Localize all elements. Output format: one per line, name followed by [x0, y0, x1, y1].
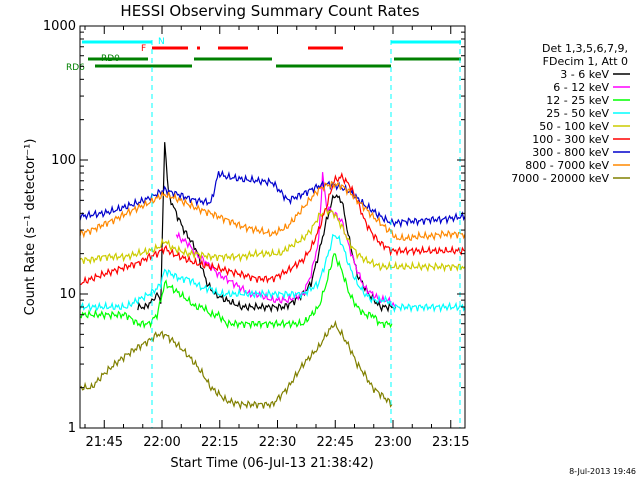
x-tick-label: 23:15	[432, 435, 469, 450]
flag-label-rd6: RD6	[66, 63, 85, 73]
legend-header: FDecim 1, Att 0	[543, 55, 628, 68]
legend-label: 7000 - 20000 keV	[511, 172, 609, 185]
x-tick-label: 21:45	[86, 435, 123, 450]
series-line	[79, 207, 466, 273]
legend-label: 25 - 50 keV	[546, 107, 609, 120]
x-axis-label: Start Time (06-Jul-13 21:38:42)	[170, 456, 373, 471]
series-line	[79, 233, 466, 314]
x-tick-label: 22:30	[259, 435, 296, 450]
legend: Det 1,3,5,6,7,9,FDecim 1, Att 03 - 6 keV…	[511, 42, 630, 185]
flag-bars: N F RD0 RD6	[66, 37, 461, 73]
legend-label: 800 - 7000 keV	[525, 159, 609, 172]
x-axis: 21:45 22:00 22:15 22:30 22:45 23:00 23:15	[84, 26, 469, 450]
x-tick-label: 23:00	[374, 435, 411, 450]
series-line	[137, 142, 397, 314]
series-line	[79, 180, 466, 242]
legend-label: 6 - 12 keV	[553, 81, 609, 94]
timestamp: 8-Jul-2013 19:46	[569, 467, 636, 476]
y-axis-label: Count Rate (s⁻¹ detector⁻¹)	[23, 139, 38, 316]
legend-label: 3 - 6 keV	[560, 68, 609, 81]
series-line	[79, 253, 393, 330]
plot-frame	[79, 25, 466, 429]
legend-label: 50 - 100 keV	[539, 120, 609, 133]
flag-label-n: N	[158, 37, 165, 47]
x-tick-label: 22:00	[143, 435, 180, 450]
y-tick-label: 10	[59, 287, 76, 302]
y-axis: 1 10 100 1000	[43, 19, 465, 436]
y-tick-label: 100	[51, 153, 76, 168]
series-line	[79, 169, 466, 229]
x-tick-label: 22:45	[317, 435, 354, 450]
flag-label-f: F	[141, 44, 146, 54]
legend-label: 12 - 25 keV	[546, 94, 609, 107]
flag-label-rd0: RD0	[101, 54, 120, 64]
y-tick-label: 1	[68, 421, 76, 436]
legend-header: Det 1,3,5,6,7,9,	[542, 42, 628, 55]
series-line	[175, 172, 397, 308]
y-tick-label: 1000	[43, 19, 76, 34]
series-line	[80, 171, 466, 285]
legend-label: 300 - 800 keV	[532, 146, 609, 159]
series-layer	[79, 142, 466, 411]
legend-label: 100 - 300 keV	[532, 133, 609, 146]
chart-title: HESSI Observing Summary Count Rates	[120, 2, 419, 20]
series-line	[79, 319, 393, 411]
x-tick-label: 22:15	[201, 435, 238, 450]
